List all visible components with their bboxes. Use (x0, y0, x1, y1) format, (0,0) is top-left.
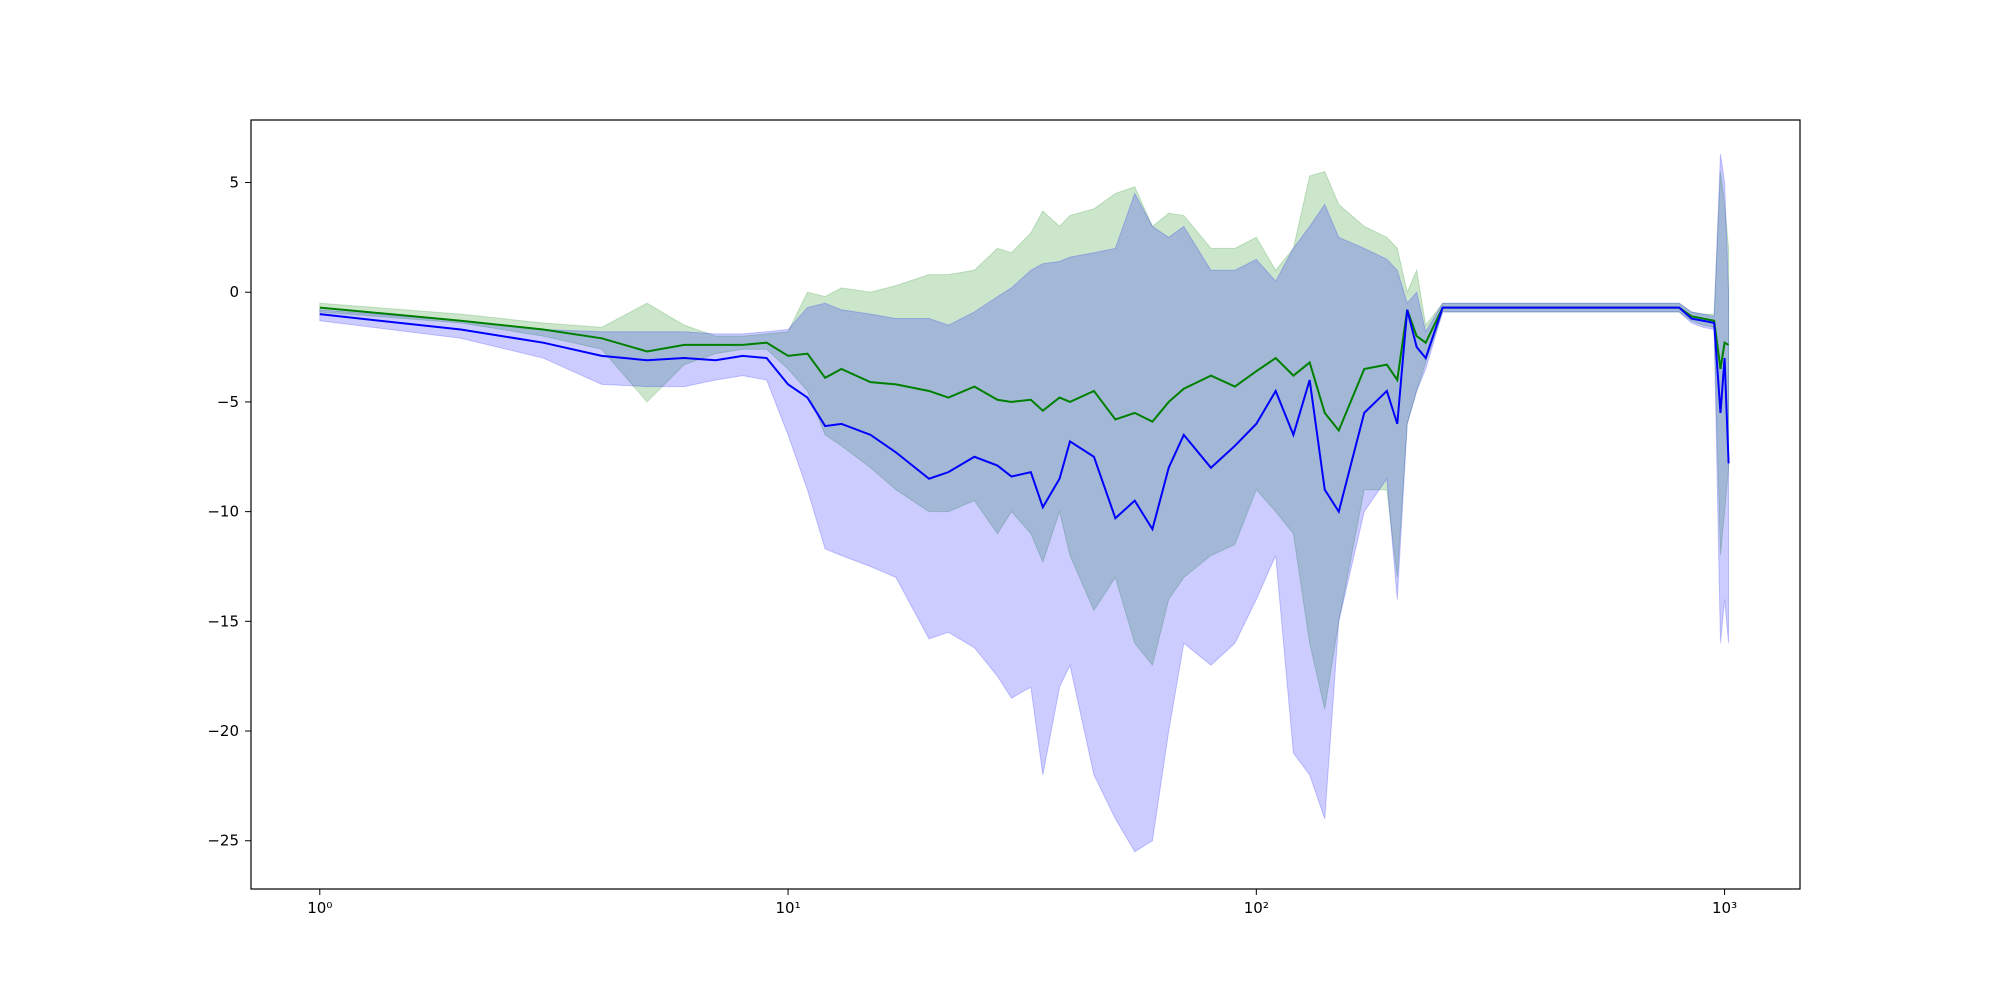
y-tick-label: 0 (229, 283, 239, 301)
x-tick-label: 10² (1244, 899, 1269, 917)
plot-frame (250, 119, 1801, 890)
x-tick-label: 10³ (1712, 899, 1737, 917)
y-tick-label: 5 (229, 174, 239, 192)
x-tick-label: 10⁰ (307, 899, 332, 917)
y-tick-label: −20 (207, 722, 239, 740)
band (319, 153, 1730, 853)
y-tick-label: −5 (217, 393, 239, 411)
y-tick-label: −10 (207, 503, 239, 521)
band (319, 170, 1730, 710)
y-tick-label: −15 (207, 612, 239, 630)
line (319, 306, 1730, 532)
y-tick-label: −25 (207, 832, 239, 850)
x-tick-label: 10¹ (775, 899, 800, 917)
